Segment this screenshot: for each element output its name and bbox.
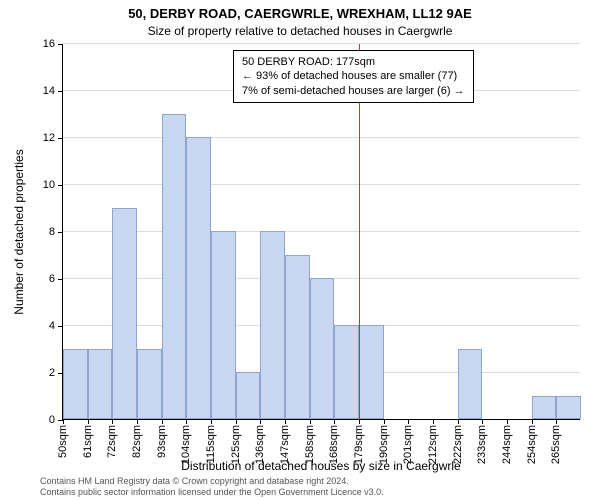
x-tick-label: 82sqm xyxy=(131,425,143,458)
x-tick-label: 93sqm xyxy=(156,425,168,458)
histogram-bar xyxy=(88,349,113,420)
y-tick xyxy=(58,44,63,45)
x-tick xyxy=(88,419,89,424)
y-tick-label: 10 xyxy=(43,179,55,191)
y-tick-label: 6 xyxy=(49,273,55,285)
chart-plot-area: 024681012141650sqm61sqm72sqm82sqm93sqm10… xyxy=(62,44,580,420)
footer-attribution: Contains HM Land Registry data © Crown c… xyxy=(40,476,384,498)
y-tick xyxy=(58,185,63,186)
y-tick-label: 8 xyxy=(49,226,55,238)
x-tick xyxy=(359,419,360,424)
annotation-line: ← 93% of detached houses are smaller (77… xyxy=(242,69,465,83)
histogram-bar xyxy=(458,349,483,420)
x-tick xyxy=(63,419,64,424)
y-tick-label: 0 xyxy=(49,414,55,426)
x-tick-label: 72sqm xyxy=(106,425,118,458)
chart-subtitle: Size of property relative to detached ho… xyxy=(0,24,600,38)
x-tick-label: 61sqm xyxy=(82,425,94,458)
histogram-bar xyxy=(285,255,310,420)
histogram-bar xyxy=(359,325,384,419)
histogram-bar xyxy=(137,349,162,420)
x-tick xyxy=(137,419,138,424)
histogram-bar xyxy=(556,396,581,420)
footer-line: Contains HM Land Registry data © Crown c… xyxy=(40,476,384,487)
y-tick xyxy=(58,279,63,280)
x-tick xyxy=(162,419,163,424)
histogram-bar xyxy=(334,325,359,419)
x-axis-label: Distribution of detached houses by size … xyxy=(62,459,580,473)
x-tick xyxy=(384,419,385,424)
y-tick xyxy=(58,232,63,233)
histogram-bar xyxy=(112,208,137,420)
footer-line: Contains public sector information licen… xyxy=(40,487,384,498)
y-tick xyxy=(58,326,63,327)
y-tick xyxy=(58,138,63,139)
x-tick xyxy=(186,419,187,424)
histogram-bar xyxy=(532,396,557,420)
y-tick-label: 2 xyxy=(49,367,55,379)
y-tick-label: 16 xyxy=(43,38,55,50)
annotation-line: 7% of semi-detached houses are larger (6… xyxy=(242,84,465,98)
x-tick xyxy=(408,419,409,424)
x-tick xyxy=(112,419,113,424)
x-tick xyxy=(556,419,557,424)
annotation-box: 50 DERBY ROAD: 177sqm ← 93% of detached … xyxy=(233,50,474,103)
y-axis-label: Number of detached properties xyxy=(12,67,26,232)
annotation-line: 50 DERBY ROAD: 177sqm xyxy=(242,55,465,69)
x-tick-label: 115sqm xyxy=(205,425,217,463)
x-tick xyxy=(334,419,335,424)
y-tick-label: 14 xyxy=(43,85,55,97)
x-tick xyxy=(285,419,286,424)
gridline-h xyxy=(63,43,580,44)
histogram-bar xyxy=(63,349,88,420)
x-tick xyxy=(482,419,483,424)
histogram-bar xyxy=(186,137,211,419)
histogram-bar xyxy=(260,231,285,419)
chart-title: 50, DERBY ROAD, CAERGWRLE, WREXHAM, LL12… xyxy=(0,6,600,21)
x-tick xyxy=(507,419,508,424)
gridline-h xyxy=(63,231,580,232)
x-tick xyxy=(433,419,434,424)
y-tick xyxy=(58,91,63,92)
x-tick xyxy=(236,419,237,424)
gridline-h xyxy=(63,184,580,185)
histogram-bar xyxy=(310,278,335,419)
x-tick xyxy=(532,419,533,424)
y-tick-label: 4 xyxy=(49,320,55,332)
x-tick xyxy=(458,419,459,424)
histogram-bar xyxy=(162,114,187,420)
x-tick-label: 50sqm xyxy=(57,425,69,458)
x-tick xyxy=(260,419,261,424)
gridline-h xyxy=(63,137,580,138)
x-tick xyxy=(310,419,311,424)
histogram-bar xyxy=(236,372,261,419)
y-tick-label: 12 xyxy=(43,132,55,144)
x-tick xyxy=(211,419,212,424)
histogram-bar xyxy=(211,231,236,419)
